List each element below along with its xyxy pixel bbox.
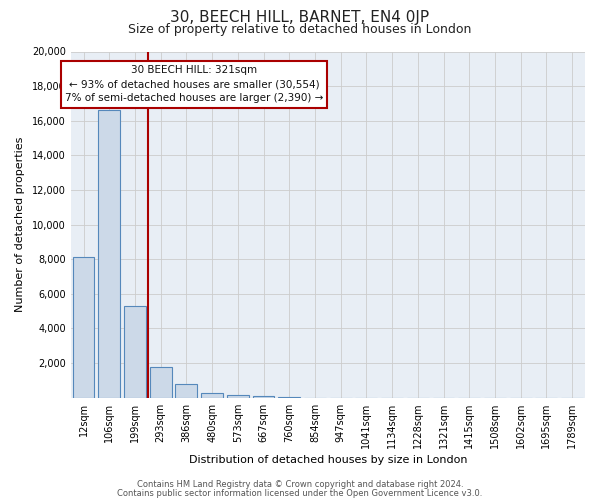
Bar xyxy=(227,395,249,398)
X-axis label: Distribution of detached houses by size in London: Distribution of detached houses by size … xyxy=(188,455,467,465)
Text: Contains public sector information licensed under the Open Government Licence v3: Contains public sector information licen… xyxy=(118,488,482,498)
Bar xyxy=(253,396,274,398)
Bar xyxy=(175,384,197,398)
Text: 30, BEECH HILL, BARNET, EN4 0JP: 30, BEECH HILL, BARNET, EN4 0JP xyxy=(170,10,430,25)
Text: Contains HM Land Registry data © Crown copyright and database right 2024.: Contains HM Land Registry data © Crown c… xyxy=(137,480,463,489)
Y-axis label: Number of detached properties: Number of detached properties xyxy=(15,137,25,312)
Bar xyxy=(201,392,223,398)
Bar xyxy=(150,366,172,398)
Bar xyxy=(73,258,94,398)
Bar xyxy=(278,397,300,398)
Bar xyxy=(124,306,146,398)
Text: 30 BEECH HILL: 321sqm
← 93% of detached houses are smaller (30,554)
7% of semi-d: 30 BEECH HILL: 321sqm ← 93% of detached … xyxy=(65,66,323,104)
Text: Size of property relative to detached houses in London: Size of property relative to detached ho… xyxy=(128,22,472,36)
Bar xyxy=(98,110,120,398)
